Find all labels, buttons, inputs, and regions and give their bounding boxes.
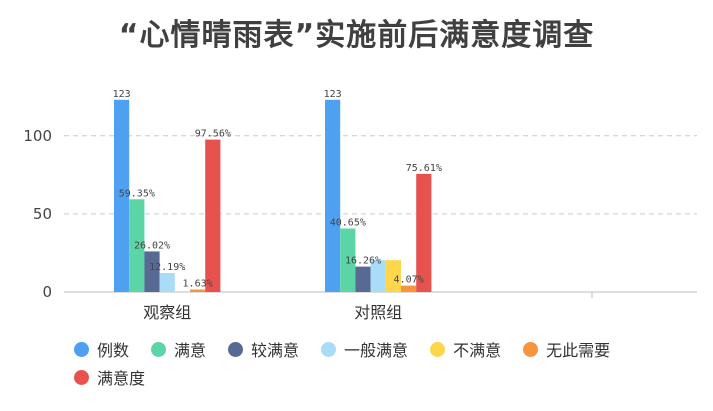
data-label: 40.65% — [330, 218, 366, 229]
bar — [159, 273, 175, 292]
legend-item[interactable]: 满意 — [151, 338, 206, 360]
legend-label: 一般满意 — [344, 341, 409, 360]
legend-label: 较满意 — [251, 341, 300, 360]
data-label: 16.26% — [345, 256, 381, 267]
data-label: 26.02% — [134, 240, 170, 251]
legend-item[interactable]: 无此需要 — [523, 338, 610, 360]
data-label: 97.56% — [195, 129, 231, 140]
legend: 例数 满意 较满意 一般满意 不满意 无此需要满意度 — [74, 338, 674, 388]
y-tick-label: 0 — [42, 283, 52, 301]
bar — [144, 251, 160, 292]
data-label: 1.63% — [183, 279, 213, 290]
data-label: 59.35% — [119, 188, 155, 199]
axes — [64, 291, 697, 298]
chart-title: “心情晴雨表”实施前后满意度调查 — [118, 18, 595, 53]
legend-marker — [523, 341, 539, 357]
legend-label: 满意度 — [97, 369, 146, 388]
data-label: 4.07% — [394, 275, 424, 286]
data-label: 75.61% — [406, 163, 442, 174]
category-label: 观察组 — [143, 303, 191, 322]
bar — [205, 139, 221, 292]
bar — [416, 173, 432, 292]
bar — [190, 289, 206, 292]
data-label: 123 — [113, 89, 131, 100]
legend-marker — [151, 341, 167, 357]
legend-marker — [74, 369, 89, 385]
y-tick-label: 50 — [33, 205, 52, 223]
legend-marker — [430, 341, 446, 357]
bar — [325, 99, 341, 292]
category-label: 对照组 — [354, 303, 402, 322]
legend-label: 满意 — [174, 341, 207, 360]
gridlines — [64, 135, 697, 215]
legend-marker — [321, 341, 337, 357]
legend-marker — [74, 341, 89, 357]
bar — [355, 266, 371, 292]
data-label: 12.19% — [149, 262, 185, 273]
legend-item[interactable]: 一般满意 — [321, 338, 408, 360]
data-label: 123 — [324, 89, 342, 100]
bar — [114, 99, 130, 292]
bars — [114, 99, 432, 292]
bar — [401, 285, 417, 292]
legend-marker — [228, 341, 244, 357]
bar — [129, 199, 145, 292]
legend-item[interactable]: 满意度 — [74, 366, 145, 388]
legend-label: 无此需要 — [546, 341, 611, 360]
bar — [370, 260, 386, 292]
category-labels: 观察组 对照组 — [143, 303, 402, 322]
bar — [385, 260, 401, 292]
legend-item[interactable]: 较满意 — [228, 338, 299, 360]
data-labels: 123 123 59.35% 40.65% 26.02% 16.26% 12.19% 1.63… — [113, 89, 442, 290]
legend-item[interactable]: 例数 — [74, 338, 129, 360]
bar — [340, 228, 356, 292]
legend-item[interactable]: 不满意 — [430, 338, 501, 360]
y-tick-label: 100 — [23, 127, 52, 145]
legend-label: 不满意 — [453, 341, 502, 360]
legend-label: 例数 — [97, 341, 130, 360]
y-tick-labels: 0 50 100 — [23, 127, 52, 301]
